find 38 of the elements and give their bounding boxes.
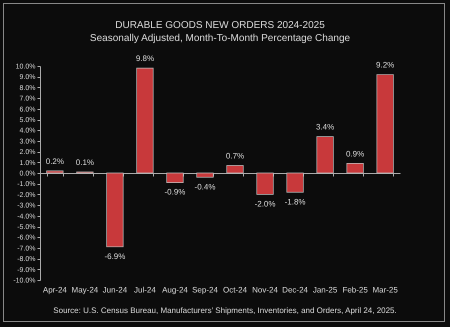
x-tick-label: Dec-24: [282, 286, 309, 294]
data-label: -0.4%: [194, 182, 216, 192]
data-label: -6.9%: [104, 252, 126, 261]
x-tick-label: Feb-25: [342, 286, 368, 294]
bar: [376, 74, 394, 174]
data-label: 0.1%: [76, 158, 94, 167]
data-label: 0.2%: [46, 156, 64, 166]
x-tick-label: Nov-24: [252, 286, 278, 294]
source-note: Source: U.S. Census Bureau, Manufacturers’ Shipments, Inventories, and Orders, April 24, 2025.: [52, 306, 398, 315]
data-label: 0.7%: [226, 152, 244, 161]
data-label: -0.9%: [164, 188, 186, 197]
bar: [196, 172, 214, 178]
bar: [46, 170, 64, 174]
x-tick-label: Jan-25: [312, 286, 338, 294]
data-label: 9.2%: [376, 60, 394, 70]
bar: [286, 172, 304, 193]
data-label: -2.0%: [254, 199, 276, 208]
bar: [316, 136, 334, 174]
x-tick-label: May-24: [72, 286, 99, 294]
bar: [226, 165, 244, 174]
x-tick-label: Mar-25: [372, 286, 398, 294]
bar: [106, 172, 124, 248]
bar: [166, 172, 184, 183]
x-tick-label: Jun-24: [102, 286, 128, 294]
data-label: 9.8%: [136, 54, 154, 64]
x-tick-label: Oct-24: [223, 286, 248, 294]
data-label: -1.8%: [284, 197, 306, 206]
x-tick-label: Jul-24: [134, 286, 156, 294]
data-label: 3.4%: [316, 122, 334, 132]
chart-subtitle: Seasonally Adjusted, Month-To-Month Percentage Change: [90, 33, 351, 44]
x-tick-label: Aug-24: [162, 286, 188, 294]
x-tick-label: Apr-24: [42, 286, 68, 294]
bar: [346, 163, 364, 174]
bar: [256, 172, 274, 195]
bar: [136, 68, 154, 174]
x-tick-label: Sep-24: [192, 286, 218, 294]
data-label: 0.9%: [346, 149, 364, 158]
chart-title: DURABLE GOODS NEW ORDERS 2024-2025: [115, 20, 326, 32]
